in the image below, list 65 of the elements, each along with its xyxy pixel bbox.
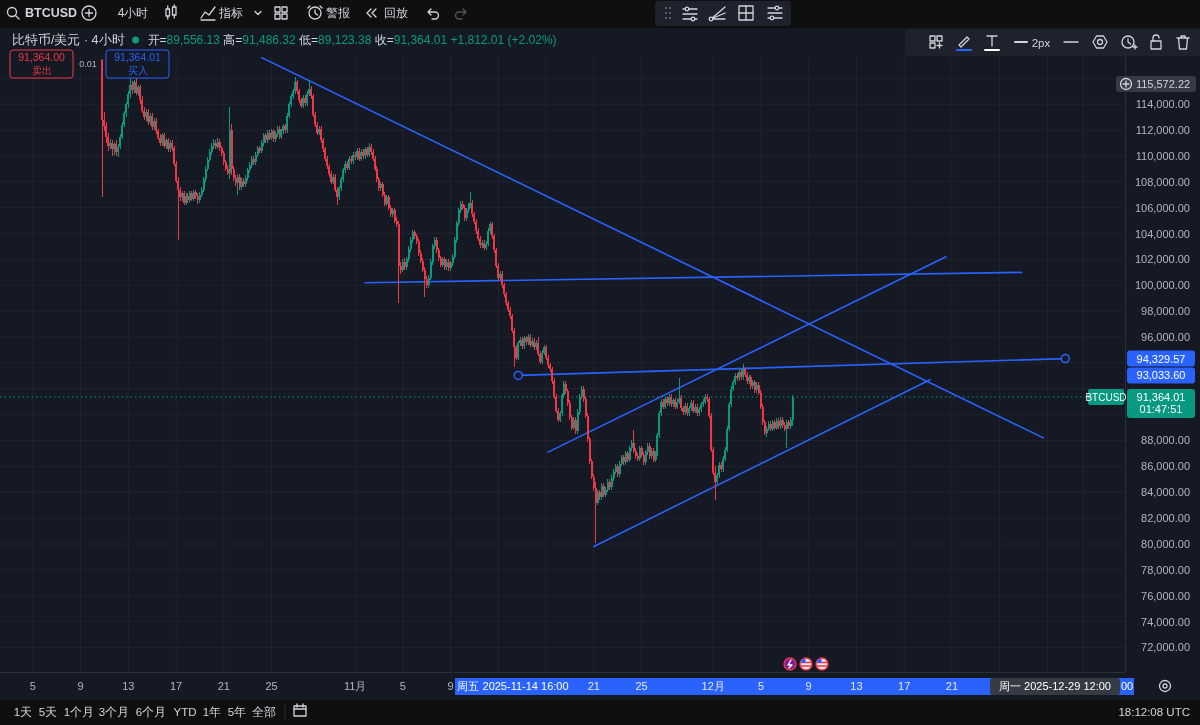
- annotation: 1个月: [63, 706, 95, 718]
- x-tick-label: 21: [217, 680, 230, 692]
- x-tick-label: 11月: [343, 680, 367, 692]
- annotation: YTD: [173, 706, 197, 718]
- annotation: 91,364.01: [114, 51, 162, 63]
- x-tick-label: 12月: [701, 680, 725, 692]
- x-tick-label: 9: [77, 680, 84, 692]
- x-tick-label: 5: [757, 680, 764, 692]
- x-tick-label: 9: [805, 680, 812, 692]
- annotation: 周一 2025-12-29 12:00: [990, 678, 1120, 695]
- y-tick-label: 102,000.00: [1134, 253, 1190, 266]
- x-tick-label: 13: [122, 680, 135, 692]
- x-tick-label: 5: [399, 680, 406, 692]
- y-tick-label: 84,000.00: [1141, 486, 1190, 499]
- annotation: 4小时: [117, 6, 149, 20]
- x-tick-label: 17: [898, 680, 911, 692]
- annotation: 周五 2025-11-14 16:00: [455, 678, 571, 695]
- y-tick-label: 114,000.00: [1135, 98, 1190, 111]
- y-tick-label: 104,000.00: [1134, 227, 1190, 240]
- x-tick-label: 13: [850, 680, 863, 692]
- y-tick-label: 106,000.00: [1134, 201, 1190, 214]
- x-tick-label: 21: [945, 680, 959, 692]
- annotation: 91,364.00: [18, 51, 66, 63]
- annotation: 卖出: [31, 65, 52, 76]
- annotation: 5天: [38, 706, 58, 718]
- y-tick-label: 80,000.00: [1141, 537, 1190, 550]
- annotation: 18:12:08 UTC: [1118, 706, 1190, 718]
- x-tick-label: 25: [635, 680, 648, 692]
- annotation: 3个月: [98, 706, 130, 718]
- annotation: 买入: [127, 65, 148, 76]
- y-tick-label: 100,000.00: [1134, 279, 1190, 292]
- annotation: 1年: [202, 706, 222, 718]
- y-tick-label: 86,000.00: [1141, 460, 1190, 473]
- title: 比特币/美元 · 4小时: [12, 33, 125, 47]
- annotation: 00: [1120, 680, 1134, 692]
- annotation: 指标: [219, 6, 243, 20]
- annotation: 1天: [13, 706, 33, 718]
- y-tick-label: 110,000.00: [1135, 149, 1190, 162]
- y-tick-label: 108,000.00: [1134, 175, 1190, 188]
- annotation: 93,033.60: [1127, 367, 1195, 384]
- x-tick-label: 17: [169, 680, 183, 692]
- annotation: 5年: [227, 706, 247, 718]
- y-tick-label: 74,000.00: [1141, 615, 1190, 628]
- y-tick-label: 88,000.00: [1141, 434, 1190, 447]
- y-tick-label: 96,000.00: [1141, 331, 1190, 343]
- annotation: 2px: [1031, 37, 1051, 49]
- annotation: 115,572.22: [1116, 76, 1196, 92]
- x-tick-label: 5: [29, 680, 36, 692]
- annotation: 0.01: [79, 59, 97, 69]
- y-tick-label: 78,000.00: [1141, 563, 1190, 576]
- x-tick-label: 21: [587, 680, 600, 692]
- y-tick-label: 82,000.00: [1141, 512, 1190, 525]
- y-tick-label: 112,000.00: [1135, 124, 1190, 137]
- x-tick-label: 9: [447, 680, 454, 692]
- y-tick-label: 76,000.00: [1141, 589, 1190, 602]
- annotation: 全部: [252, 706, 276, 718]
- annotation: 6个月: [135, 706, 167, 718]
- annotation: 01:47:51: [1139, 403, 1183, 415]
- y-tick-label: 98,000.00: [1141, 305, 1190, 318]
- x-tick-label: 25: [265, 680, 278, 692]
- subtitle: 开=89,556.13 高=91,486.32 低=89,123.38 收=91,364.01 +1,812.01 (+2.02%): [147, 33, 557, 47]
- annotation: 回放: [384, 6, 408, 20]
- annotation: BTCUSD: [25, 6, 78, 20]
- y-tick-label: 72,000.00: [1141, 641, 1190, 654]
- annotation: 警报: [326, 6, 350, 20]
